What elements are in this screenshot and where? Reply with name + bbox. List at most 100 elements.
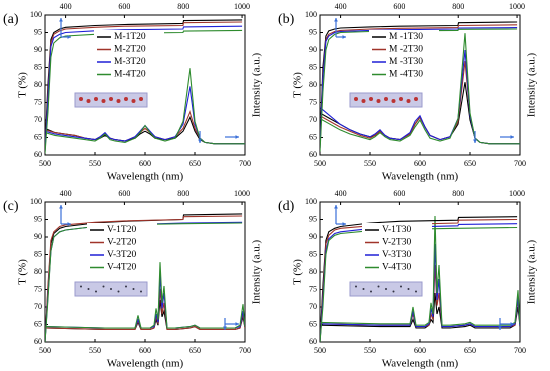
inset-dot [101,99,106,103]
x2-tick-label: 400 [335,2,347,11]
inset-dot [79,97,83,101]
x-tick-label: 600 [139,346,151,355]
transmittance-line [45,222,243,342]
y2-axis-title: Intensity (a.u.) [526,239,538,304]
legend-box [369,30,439,82]
y-tick-label: 70 [34,302,42,311]
x2-tick-label: 400 [335,189,347,198]
y-tick-label: 90 [34,232,42,241]
x2-tick-label: 400 [60,2,72,11]
x-tick-label: 500 [39,159,51,168]
x2-tick-label: 800 [452,189,464,198]
legend-box [94,30,164,82]
panel: 60 65 70 75 80 85 90 95 100 500 550 600 650 700 400 600… [278,189,538,370]
inset-dot [400,285,402,288]
arrow-head [510,322,514,326]
arrow-head [473,139,477,143]
transmittance-line [45,29,243,154]
x-tick-label: 650 [464,346,476,355]
plot-lines [320,21,520,152]
legend-label: M-2T20 [114,45,146,55]
y-tick-label: 100 [30,10,42,19]
inset-dot [102,285,105,288]
arrow-head [67,35,71,39]
x-tick-label: 650 [189,346,201,355]
transmittance-line [45,25,243,152]
x-tick-label: 550 [364,159,376,168]
legend-label: M -1T30 [389,32,423,42]
legend-label: V-1T20 [107,225,136,235]
y-tick-label: 90 [309,232,317,241]
legend-label: M-1T20 [114,32,146,42]
y-tick-label: 65 [309,319,317,328]
y-tick-label: 85 [309,62,317,71]
inset-dot [406,99,411,103]
y-tick-label: 100 [30,197,42,206]
x-axis-title: Wavelength (nm) [107,171,184,183]
inset-dot [391,99,396,103]
x-tick-label: 500 [314,159,326,168]
arrow-head [342,35,346,39]
arrow-head [235,322,239,326]
legend-label: M-4T20 [114,70,146,80]
x2-tick-label: 800 [177,189,189,198]
emission-line [45,109,245,145]
y-tick-label: 80 [309,267,317,276]
panel: 60 65 70 75 80 85 90 95 100 500 550 600 650 700 400 600… [3,189,263,370]
transmittance-line [320,27,518,149]
x2-tick-label: 1000 [234,189,250,198]
x-axis-title: Wavelength (nm) [382,358,459,370]
legend-label: V-2T30 [382,238,411,248]
y-tick-label: 70 [309,115,317,124]
inset-dot [139,97,143,101]
panel-label: (a) [3,12,19,27]
panel: 60 65 70 75 80 85 90 95 100 500 550 600 650 700 400 600… [3,2,263,183]
emission-line [320,33,520,145]
legend-label: M -4T30 [389,70,423,80]
arrow-head [334,205,338,209]
transmittance-line [320,226,518,342]
emission-line [45,68,245,145]
y-tick-label: 85 [34,249,42,258]
x-tick-label: 650 [189,159,201,168]
x2-tick-label: 600 [393,2,405,11]
y-tick-label: 75 [309,97,317,106]
y-tick-label: 80 [34,267,42,276]
emission-line [320,292,520,329]
y-tick-label: 95 [34,214,42,223]
inset-dot [109,97,113,101]
x2-tick-label: 800 [177,2,189,11]
plot-lines [45,213,245,342]
panel-label: (c) [3,199,19,214]
y-axis-title: T (%) [17,72,29,98]
inset-dot [131,99,136,103]
panel-label: (b) [278,12,295,27]
y-tick-label: 95 [309,27,317,36]
arrow-head [510,135,514,139]
legend-label: V-1T30 [382,225,411,235]
inset-dot [370,290,372,293]
x-axis-title: Wavelength (nm) [382,171,459,183]
y-tick-label: 60 [34,150,42,159]
legend-label: V-3T30 [382,250,411,260]
inset-dot [369,97,373,101]
legend-box [87,223,157,275]
emission-line [45,115,245,145]
panel-label: (d) [278,199,295,214]
legend-label: V-4T30 [382,263,411,273]
x-tick-label: 700 [239,159,251,168]
legend-label: M -3T30 [389,57,423,67]
x-tick-label: 600 [139,159,151,168]
plot-lines [45,19,245,154]
inset-dot [392,290,395,293]
inset-dot [94,97,98,101]
arrow-head [59,18,63,22]
legend-label: M-3T20 [114,57,146,67]
y-tick-label: 85 [34,62,42,71]
inset-dot [125,285,127,288]
inset-dot [414,97,418,101]
y-tick-label: 70 [309,302,317,311]
y-tick-label: 70 [34,115,42,124]
inset-dot [415,290,417,293]
